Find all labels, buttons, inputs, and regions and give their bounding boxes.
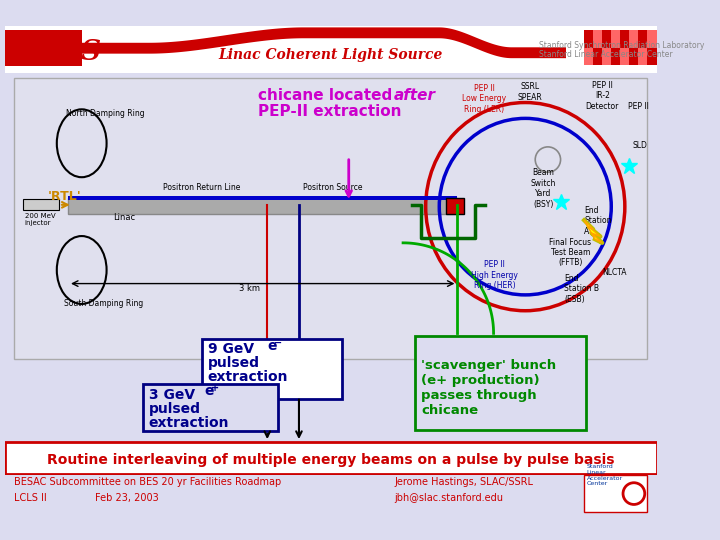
Text: SSRL
SPEAR: SSRL SPEAR xyxy=(518,83,542,102)
Polygon shape xyxy=(81,28,566,58)
Bar xyxy=(647,30,657,48)
FancyBboxPatch shape xyxy=(202,339,341,399)
Bar xyxy=(446,198,464,214)
Text: Stanford Linear Accelerator Center: Stanford Linear Accelerator Center xyxy=(539,50,672,59)
Text: PEP II
Low Energy
Ring (LER): PEP II Low Energy Ring (LER) xyxy=(462,84,507,113)
Bar xyxy=(68,196,457,200)
Text: LCLS II: LCLS II xyxy=(14,493,47,503)
Text: South Damping Ring: South Damping Ring xyxy=(63,299,143,308)
Bar xyxy=(5,73,657,462)
Bar xyxy=(602,48,611,64)
FancyBboxPatch shape xyxy=(143,384,278,431)
Bar xyxy=(639,48,647,64)
Text: chicane located: chicane located xyxy=(258,88,397,103)
Text: Routine interleaving of multiple energy beams on a pulse by pulse basis: Routine interleaving of multiple energy … xyxy=(47,453,614,467)
Bar xyxy=(5,476,657,515)
Text: Linac Coherent Light Source: Linac Coherent Light Source xyxy=(218,48,443,62)
Text: 3 GeV: 3 GeV xyxy=(149,388,199,402)
Bar xyxy=(593,30,602,48)
Text: e: e xyxy=(267,339,276,353)
Bar xyxy=(629,30,639,48)
Text: 200 MeV
injector: 200 MeV injector xyxy=(24,213,55,226)
Polygon shape xyxy=(584,220,602,243)
Text: Linac: Linac xyxy=(113,213,135,222)
Text: +: + xyxy=(211,383,220,393)
Text: after: after xyxy=(394,88,436,103)
Bar xyxy=(5,30,81,66)
Bar xyxy=(5,25,657,73)
Text: extraction: extraction xyxy=(207,370,288,384)
Bar xyxy=(639,30,647,48)
Text: pulsed: pulsed xyxy=(149,402,201,416)
Text: 'scavenger' bunch
(e+ production)
passes through
chicane: 'scavenger' bunch (e+ production) passes… xyxy=(421,359,557,417)
Text: PEP II
IR-2
Detector: PEP II IR-2 Detector xyxy=(585,81,619,111)
Text: Stanford Synchrotron Radiation Laboratory: Stanford Synchrotron Radiation Laborator… xyxy=(539,41,704,50)
Text: PEP-II extraction: PEP-II extraction xyxy=(258,104,402,119)
Bar xyxy=(593,48,602,64)
Text: End
Station B
(ESB): End Station B (ESB) xyxy=(564,274,599,303)
Bar xyxy=(621,30,629,48)
Text: Positron Source: Positron Source xyxy=(304,184,363,192)
Text: LCLS: LCLS xyxy=(21,39,102,66)
Text: SLD: SLD xyxy=(632,141,647,150)
Text: pulsed: pulsed xyxy=(207,356,259,370)
Text: Feb 23, 2003: Feb 23, 2003 xyxy=(95,493,159,503)
Bar xyxy=(584,476,647,512)
Text: North Damping Ring: North Damping Ring xyxy=(66,109,145,118)
Bar xyxy=(584,30,593,48)
Text: Final Focus
Test Beam
(FFTB): Final Focus Test Beam (FFTB) xyxy=(549,238,592,267)
Text: PEP II: PEP II xyxy=(628,102,649,111)
Bar xyxy=(611,48,621,64)
Bar xyxy=(629,48,639,64)
Bar xyxy=(621,48,629,64)
Text: Positron Return Line: Positron Return Line xyxy=(163,184,240,192)
Bar xyxy=(611,30,621,48)
Bar xyxy=(5,442,657,474)
Bar xyxy=(23,199,59,210)
Text: NLCTA: NLCTA xyxy=(602,267,626,276)
Bar xyxy=(647,48,657,64)
Bar xyxy=(68,198,457,214)
Text: extraction: extraction xyxy=(149,416,229,430)
Text: −: − xyxy=(274,338,282,348)
Text: e: e xyxy=(204,384,215,398)
Bar xyxy=(602,30,611,48)
Text: 9 GeV: 9 GeV xyxy=(207,342,258,356)
Bar xyxy=(584,48,593,64)
Text: Beam
Switch
Yard
(BSY): Beam Switch Yard (BSY) xyxy=(531,168,556,208)
Text: 3 km: 3 km xyxy=(238,284,260,293)
Text: Stanford
Linear
Accelerator
Center: Stanford Linear Accelerator Center xyxy=(587,464,623,487)
FancyBboxPatch shape xyxy=(415,336,586,430)
Text: jbh@slac.stanford.edu: jbh@slac.stanford.edu xyxy=(394,493,503,503)
Bar xyxy=(14,78,647,359)
Text: BESAC Subcommittee on BES 20 yr Facilities Roadmap: BESAC Subcommittee on BES 20 yr Faciliti… xyxy=(14,477,281,488)
Text: 'RTL': 'RTL' xyxy=(48,190,81,203)
Text: Jerome Hastings, SLAC/SSRL: Jerome Hastings, SLAC/SSRL xyxy=(394,477,533,488)
Text: End
Station
A: End Station A xyxy=(584,206,611,236)
Text: PEP II
High Energy
Ring (HER): PEP II High Energy Ring (HER) xyxy=(471,260,518,290)
